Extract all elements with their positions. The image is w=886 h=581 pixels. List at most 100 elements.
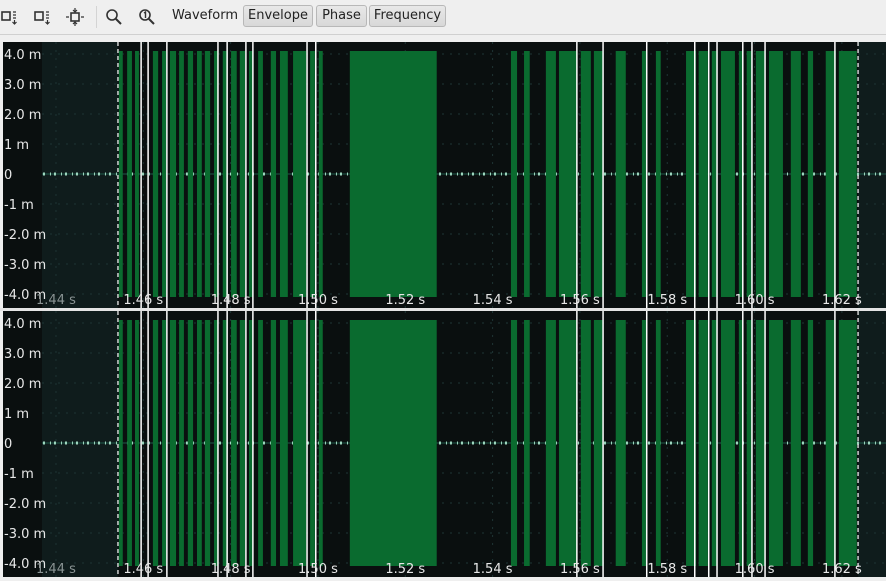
y-tick-label: 4.0 m (4, 317, 41, 332)
signal-burst (641, 51, 647, 297)
zoom-in-icon[interactable] (104, 7, 124, 27)
x-tick-label: 1.48 s (211, 562, 251, 577)
y-tick-label: 0 (4, 437, 12, 452)
signal-burst (838, 51, 857, 297)
unselected-region (858, 42, 886, 308)
signal-burst (720, 51, 735, 297)
x-tick-label: 1.50 s (298, 293, 338, 308)
fit-vertical-icon[interactable] (0, 7, 20, 27)
signal-burst (239, 51, 246, 297)
x-tick-label: 1.48 s (211, 293, 251, 308)
signal-burst (755, 51, 766, 297)
y-tick-label: 3.0 m (4, 347, 41, 362)
frequency-button[interactable]: Frequency (369, 5, 446, 27)
signal-burst (318, 320, 323, 566)
signal-burst (349, 51, 437, 297)
envelope-button[interactable]: Envelope (243, 5, 313, 27)
signal-burst (746, 320, 752, 566)
signal-burst (738, 320, 743, 566)
signal-burst (118, 320, 123, 566)
channel-separator[interactable] (0, 308, 886, 311)
signal-burst (152, 51, 159, 297)
signal-burst (204, 320, 211, 566)
signal-burst (738, 51, 743, 297)
fit-horizontal-icon[interactable] (33, 7, 53, 27)
signal-burst (222, 51, 228, 297)
signal-burst (222, 320, 228, 566)
y-tick-label: 4.0 m (4, 48, 41, 63)
signal-burst (807, 320, 814, 566)
waveform-channel-2[interactable]: 4.0 m 3.0 m 2.0 m 1 m 0 -1 m -2.0 m -3.0 m -4.0 … (3, 311, 886, 577)
signal-burst (118, 51, 123, 297)
signal-burst (197, 51, 202, 297)
signal-burst (641, 320, 647, 566)
signal-burst (686, 51, 697, 297)
waveform-plot[interactable]: 4.0 m 3.0 m 2.0 m 1 m 0 -1 m -2.0 m -3.0 m -4.0 … (3, 42, 886, 308)
signal-burst (545, 320, 556, 566)
signal-burst (698, 320, 708, 566)
signal-burst (698, 51, 708, 297)
signal-burst (510, 320, 518, 566)
signal-burst (768, 51, 783, 297)
x-tick-label: 1.58 s (647, 562, 687, 577)
waveform-plot[interactable]: 4.0 m 3.0 m 2.0 m 1 m 0 -1 m -2.0 m -3.0 m -4.0 … (3, 311, 886, 577)
signal-burst (270, 320, 277, 566)
signal-burst (135, 320, 139, 566)
phase-button[interactable]: Phase (316, 5, 367, 27)
signal-burst (310, 320, 315, 566)
signal-burst (558, 320, 577, 566)
signal-burst (248, 51, 253, 297)
signal-burst (310, 51, 315, 297)
signal-burst (593, 320, 604, 566)
signal-burst (293, 320, 307, 566)
signal-burst (214, 51, 218, 297)
x-tick-label: 1.62 s (822, 293, 862, 308)
x-tick-label: 1.52 s (385, 293, 425, 308)
x-tick-label: 1.50 s (298, 562, 338, 577)
x-tick-label: 1.58 s (647, 293, 687, 308)
x-tick-label: 1.46 s (123, 293, 163, 308)
signal-burst (711, 320, 718, 566)
y-tick-label: 2.0 m (4, 108, 41, 123)
signal-burst (686, 320, 697, 566)
y-tick-label: 1 m (4, 407, 29, 422)
waveform-mode-label: Waveform (172, 8, 238, 23)
signal-burst (768, 320, 783, 566)
signal-burst (349, 320, 437, 566)
signal-burst (524, 320, 530, 566)
x-tick-label: 1.60 s (735, 562, 775, 577)
waveform-channel-1[interactable]: 4.0 m 3.0 m 2.0 m 1 m 0 -1 m -2.0 m -3.0 m -4.0 … (3, 42, 886, 308)
y-tick-label: -3.0 m (4, 527, 46, 542)
signal-burst (179, 51, 184, 297)
y-tick-label: 1 m (4, 138, 29, 153)
x-tick-label: 1.44 s (36, 562, 76, 577)
toolbar: Waveform Envelope Phase Frequency (0, 0, 886, 35)
signal-burst (524, 51, 530, 297)
y-tick-label: -1 m (4, 198, 34, 213)
zoom-fit-icon[interactable] (65, 7, 85, 27)
signal-burst (545, 51, 556, 297)
signal-burst (510, 51, 518, 297)
signal-burst (187, 51, 194, 297)
x-tick-label: 1.62 s (822, 562, 862, 577)
x-tick-label: 1.52 s (385, 562, 425, 577)
signal-burst (558, 51, 577, 297)
y-tick-label: -2.0 m (4, 497, 46, 512)
signal-burst (790, 51, 801, 297)
signal-burst (318, 51, 323, 297)
signal-burst (655, 51, 661, 297)
signal-burst (258, 51, 263, 297)
signal-burst (258, 320, 263, 566)
signal-burst (127, 51, 132, 297)
signal-burst (214, 320, 218, 566)
y-tick-label: -3.0 m (4, 258, 46, 273)
y-tick-label: -4.0 m (4, 288, 46, 303)
x-tick-label: 1.60 s (735, 293, 775, 308)
signal-burst (720, 320, 735, 566)
unselected-region (858, 311, 886, 577)
signal-burst (169, 320, 177, 566)
signal-burst (162, 51, 167, 297)
zoom-one-icon[interactable] (137, 7, 157, 27)
x-tick-label: 1.56 s (560, 293, 600, 308)
signal-burst (239, 320, 246, 566)
